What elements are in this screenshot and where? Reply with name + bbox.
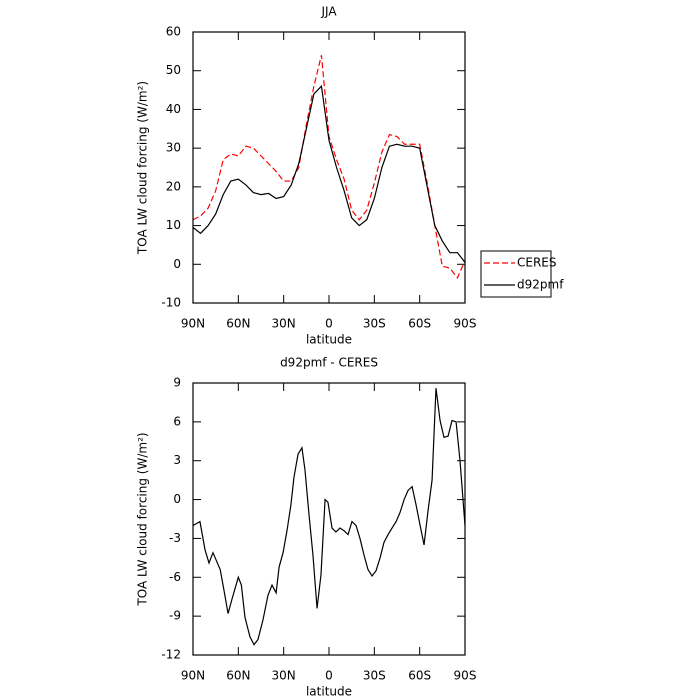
x-tick-label: 30S <box>363 669 386 683</box>
y-tick-label: 40 <box>166 102 181 116</box>
data-line <box>192 388 466 646</box>
x-tick-label: 0 <box>325 317 333 331</box>
plot-frame <box>192 382 466 656</box>
x-tick-label: 90N <box>181 669 205 683</box>
y-tick-label: 0 <box>173 492 181 506</box>
x-tick-label: 90N <box>181 317 205 331</box>
x-tick-label: 90S <box>454 317 477 331</box>
chart-title: JJA <box>320 5 337 19</box>
x-tick-label: 30S <box>363 317 386 331</box>
panel: JJA -10 0 10 20 30 40 50 60 90N 60N 30N 0 30S 60S 90S la… <box>136 5 565 347</box>
y-tick-label: -3 <box>169 531 181 545</box>
x-tick-label: 30N <box>272 317 296 331</box>
y-tick-label: -9 <box>169 609 181 623</box>
y-tick-label: 9 <box>173 376 181 390</box>
x-axis-label: latitude <box>306 333 352 347</box>
legend: CERES d92pmf <box>480 250 564 298</box>
y-axis-label: TOA LW cloud forcing (W/m²) <box>136 432 150 606</box>
y-tick-label: 6 <box>173 414 181 428</box>
x-tick-label: 90S <box>454 669 477 683</box>
y-tick-label: -10 <box>161 296 181 310</box>
y-tick-label: 20 <box>166 179 181 193</box>
panel: d92pmf - CERES -12 -9 -6 -3 0 3 6 9 90N 60N 30N 0 30S… <box>136 356 477 699</box>
x-tick-label: 0 <box>325 669 333 683</box>
y-axis-label: TOA LW cloud forcing (W/m²) <box>136 81 150 255</box>
y-tick-label: 0 <box>173 257 181 271</box>
x-axis-label: latitude <box>306 685 352 699</box>
x-tick-label: 60S <box>408 669 431 683</box>
legend-label: CERES <box>517 256 557 270</box>
plot-frame <box>192 31 466 304</box>
y-tick-label: 3 <box>173 453 181 467</box>
x-tick-label: 60N <box>226 317 250 331</box>
x-tick-label: 60N <box>226 669 250 683</box>
chart-title: d92pmf - CERES <box>280 356 378 370</box>
y-tick-label: -12 <box>161 648 181 662</box>
y-tick-label: 10 <box>166 218 181 232</box>
y-tick-label: 60 <box>166 25 181 39</box>
y-tick-label: -6 <box>169 570 181 584</box>
y-tick-label: 50 <box>166 63 181 77</box>
data-line <box>192 55 466 280</box>
legend-box <box>480 250 552 298</box>
x-tick-label: 30N <box>272 669 296 683</box>
y-tick-label: 30 <box>166 141 181 155</box>
data-line <box>192 84 466 263</box>
x-tick-label: 60S <box>408 317 431 331</box>
legend-label: d92pmf <box>517 278 564 292</box>
